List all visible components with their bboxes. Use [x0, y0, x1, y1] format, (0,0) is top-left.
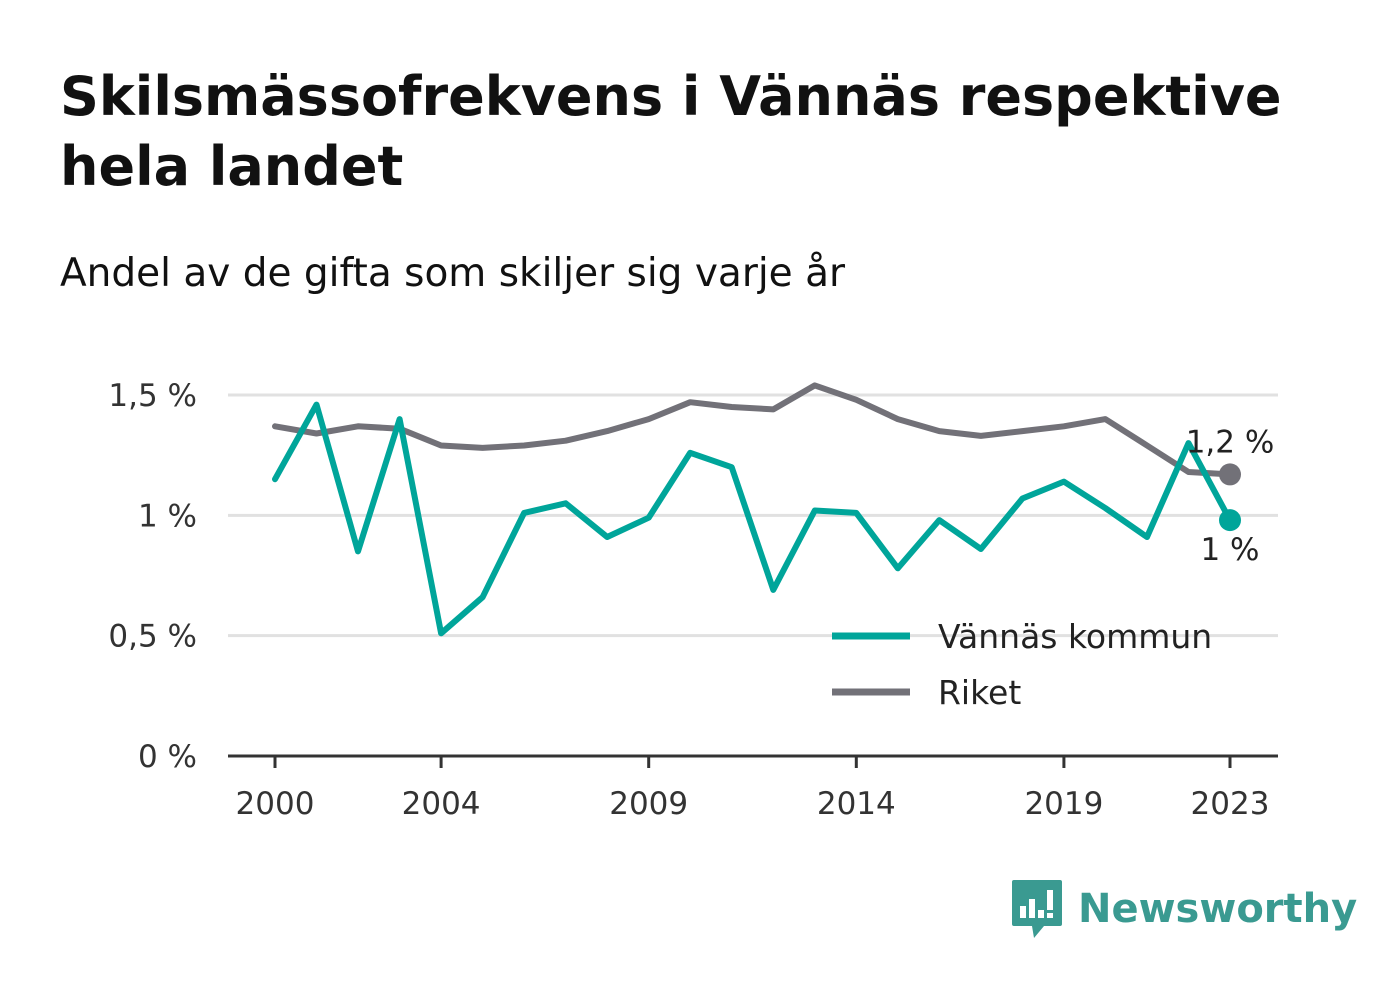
- series-lines: 1 % 1,2 %: [272, 382, 1275, 637]
- series-line-vannas: [272, 401, 1233, 637]
- end-label-vannas: 1 %: [1200, 532, 1259, 568]
- series-end-point-vannas: [1219, 509, 1241, 532]
- y-tick-label: 0,5 %: [108, 619, 197, 655]
- series-end-point-riket: [1219, 463, 1241, 486]
- chart-title: Skilsmässofrekvens i Vännäs respektive h…: [60, 65, 1282, 198]
- x-tick-label: 2019: [1024, 786, 1103, 822]
- x-tick-label: 2004: [402, 786, 481, 822]
- x-tick-label: 2023: [1191, 786, 1270, 822]
- y-tick-label: 1,5 %: [108, 378, 197, 414]
- legend-label-riket: Riket: [938, 673, 1021, 712]
- series-line-riket: [272, 382, 1233, 478]
- legend-label-vannas: Vännäs kommun: [938, 617, 1212, 656]
- x-tick-label: 2000: [236, 786, 315, 822]
- brand-name: Newsworthy: [1078, 886, 1358, 932]
- newsworthy-logo-icon: [1012, 880, 1062, 938]
- y-tick-label: 0 %: [138, 739, 197, 775]
- y-tick-label: 1 %: [138, 498, 197, 534]
- grid-lines: [228, 393, 1278, 638]
- y-axis-ticks: 0 % 0,5 % 1 % 1,5 %: [108, 378, 197, 775]
- end-label-riket: 1,2 %: [1186, 424, 1275, 460]
- x-tick-label: 2014: [817, 786, 896, 822]
- brand-logo: Newsworthy: [1010, 878, 1357, 940]
- chart-subtitle: Andel av de gifta som skiljer sig varje …: [60, 251, 846, 296]
- x-axis-ticks: 2000 2004 2009 2014 2019 2023: [236, 756, 1270, 822]
- legend: Vännäs kommun Riket: [832, 617, 1212, 712]
- x-tick-label: 2009: [609, 786, 688, 822]
